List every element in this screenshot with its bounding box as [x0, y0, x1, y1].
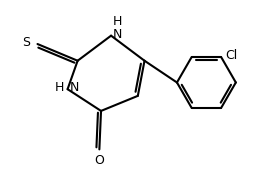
Text: N: N — [112, 29, 122, 41]
Text: O: O — [94, 154, 104, 167]
Text: N: N — [69, 81, 79, 94]
Text: S: S — [22, 36, 30, 49]
Text: H: H — [55, 81, 64, 94]
Text: H: H — [112, 15, 122, 28]
Text: Cl: Cl — [225, 49, 237, 62]
